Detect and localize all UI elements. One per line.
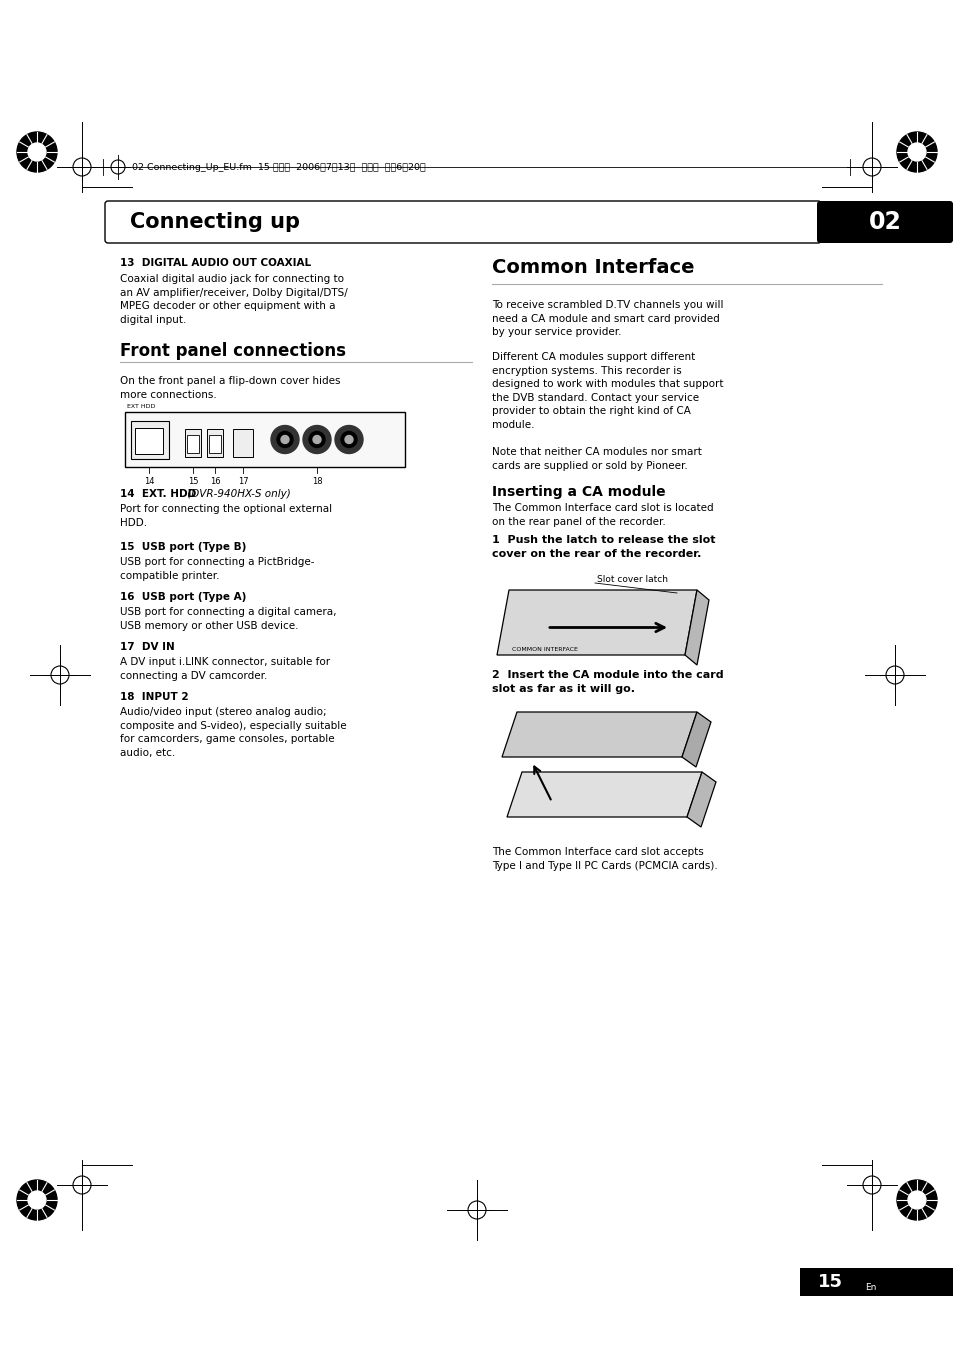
Text: 18: 18 — [312, 477, 322, 486]
Text: 16  USB port (Type A): 16 USB port (Type A) — [120, 592, 246, 603]
Circle shape — [281, 435, 289, 443]
Text: 17  DV IN: 17 DV IN — [120, 642, 174, 653]
Circle shape — [907, 143, 925, 161]
Text: 13  DIGITAL AUDIO OUT COAXIAL: 13 DIGITAL AUDIO OUT COAXIAL — [120, 258, 311, 267]
Text: The Common Interface card slot accepts
Type I and Type II PC Cards (PCMCIA cards: The Common Interface card slot accepts T… — [492, 847, 717, 870]
Bar — [233, 430, 253, 457]
Text: 15  USB port (Type B): 15 USB port (Type B) — [120, 542, 246, 553]
Circle shape — [896, 1179, 936, 1220]
Text: Front panel connections: Front panel connections — [120, 342, 346, 359]
Bar — [185, 430, 201, 457]
Circle shape — [313, 435, 320, 443]
Bar — [125, 412, 405, 467]
Text: Slot cover latch: Slot cover latch — [597, 576, 667, 584]
Text: USB port for connecting a PictBridge-
compatible printer.: USB port for connecting a PictBridge- co… — [120, 557, 314, 581]
Text: EXT HDD: EXT HDD — [127, 404, 155, 409]
Text: Coaxial digital audio jack for connecting to
an AV amplifier/receiver, Dolby Dig: Coaxial digital audio jack for connectin… — [120, 274, 348, 324]
Text: USB port for connecting a digital camera,
USB memory or other USB device.: USB port for connecting a digital camera… — [120, 607, 336, 631]
Circle shape — [28, 1192, 46, 1209]
Text: Common Interface: Common Interface — [492, 258, 694, 277]
Polygon shape — [684, 590, 708, 665]
Bar — [800, 1269, 953, 1296]
Circle shape — [17, 1179, 57, 1220]
Circle shape — [28, 143, 46, 161]
Polygon shape — [501, 712, 697, 757]
Text: Audio/video input (stereo analog audio;
composite and S-video), especially suita: Audio/video input (stereo analog audio; … — [120, 707, 346, 758]
FancyBboxPatch shape — [105, 201, 821, 243]
Circle shape — [345, 435, 353, 443]
Circle shape — [17, 132, 57, 172]
Bar — [135, 428, 163, 454]
Bar — [131, 422, 169, 459]
Text: 15: 15 — [188, 477, 198, 486]
Circle shape — [907, 1192, 925, 1209]
Text: 02 Connecting_Up_EU.fm  15 ページ  2006年7月13日  木曜日  午後6時20分: 02 Connecting_Up_EU.fm 15 ページ 2006年7月13日… — [132, 162, 425, 172]
Text: 14: 14 — [144, 477, 154, 486]
Text: 02: 02 — [867, 209, 901, 234]
Text: On the front panel a flip-down cover hides
more connections.: On the front panel a flip-down cover hid… — [120, 376, 340, 400]
Circle shape — [896, 132, 936, 172]
Text: 15: 15 — [817, 1273, 841, 1292]
Bar — [207, 430, 223, 457]
Text: 16: 16 — [210, 477, 220, 486]
Circle shape — [276, 431, 293, 447]
Text: The Common Interface card slot is located
on the rear panel of the recorder.: The Common Interface card slot is locate… — [492, 503, 713, 527]
Text: Inserting a CA module: Inserting a CA module — [492, 485, 665, 499]
Text: Port for connecting the optional external
HDD.: Port for connecting the optional externa… — [120, 504, 332, 528]
Bar — [209, 435, 221, 453]
Text: Different CA modules support different
encryption systems. This recorder is
desi: Different CA modules support different e… — [492, 353, 722, 430]
Circle shape — [335, 426, 363, 454]
Circle shape — [309, 431, 325, 447]
Text: Connecting up: Connecting up — [130, 212, 299, 232]
Polygon shape — [506, 771, 701, 817]
Text: COMMON INTERFACE: COMMON INTERFACE — [512, 647, 578, 653]
Text: 1  Push the latch to release the slot
cover on the rear of the recorder.: 1 Push the latch to release the slot cov… — [492, 535, 715, 558]
Text: 18  INPUT 2: 18 INPUT 2 — [120, 692, 189, 703]
Text: A DV input i.LINK connector, suitable for
connecting a DV camcorder.: A DV input i.LINK connector, suitable fo… — [120, 657, 330, 681]
Polygon shape — [681, 712, 710, 767]
Text: En: En — [864, 1282, 876, 1292]
Text: 17: 17 — [237, 477, 248, 486]
Circle shape — [303, 426, 331, 454]
Polygon shape — [497, 590, 697, 655]
Text: 2  Insert the CA module into the card
slot as far as it will go.: 2 Insert the CA module into the card slo… — [492, 670, 723, 693]
Bar — [187, 435, 199, 453]
Text: To receive scrambled D.TV channels you will
need a CA module and smart card prov: To receive scrambled D.TV channels you w… — [492, 300, 722, 338]
Text: (DVR-940HX-S only): (DVR-940HX-S only) — [184, 489, 291, 499]
Circle shape — [271, 426, 298, 454]
Text: 14  EXT. HDD: 14 EXT. HDD — [120, 489, 196, 499]
FancyBboxPatch shape — [816, 201, 952, 243]
Text: Note that neither CA modules nor smart
cards are supplied or sold by Pioneer.: Note that neither CA modules nor smart c… — [492, 447, 701, 470]
Circle shape — [340, 431, 356, 447]
Polygon shape — [686, 771, 716, 827]
